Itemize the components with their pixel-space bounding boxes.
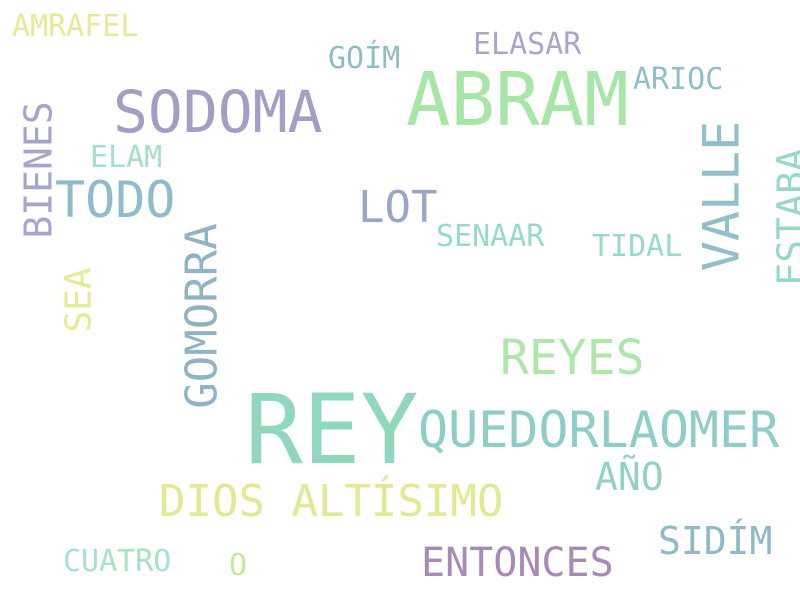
word-abram: ABRAM <box>406 57 629 143</box>
word-sidim: SIDÍM <box>658 519 773 563</box>
word-amrafel: AMRAFEL <box>12 9 139 44</box>
word-entonces: ENTONCES <box>421 540 614 586</box>
word-dios-altisimo: DIOS ALTÍSIMO <box>159 476 504 527</box>
word-rey: REY <box>245 374 419 486</box>
word-o: O <box>229 548 248 583</box>
word-sodoma: SODOMA <box>113 78 323 146</box>
word-valle: VALLE <box>692 120 751 272</box>
word-reyes: REYES <box>500 330 645 386</box>
word-tidal: TIDAL <box>592 229 683 264</box>
word-elam: ELAM <box>90 140 163 175</box>
word-senaar: SENAAR <box>436 219 545 254</box>
word-quedorlaomer: QUEDORLAOMER <box>418 401 780 459</box>
word-cuatro: CUATRO <box>63 544 172 579</box>
word-sea: SEA <box>58 267 100 333</box>
word-bienes: BIENES <box>16 101 61 239</box>
word-ano: AÑO <box>595 455 664 499</box>
word-estaba: ESTABA <box>769 148 800 286</box>
word-todo: TODO <box>55 171 176 229</box>
word-lot: LOT <box>358 182 438 233</box>
word-arioc: ARIOC <box>633 62 724 97</box>
word-gomorra: GOMORRA <box>176 223 228 409</box>
word-goim: GOÍM <box>328 41 401 76</box>
word-elasar: ELASAR <box>473 27 582 62</box>
